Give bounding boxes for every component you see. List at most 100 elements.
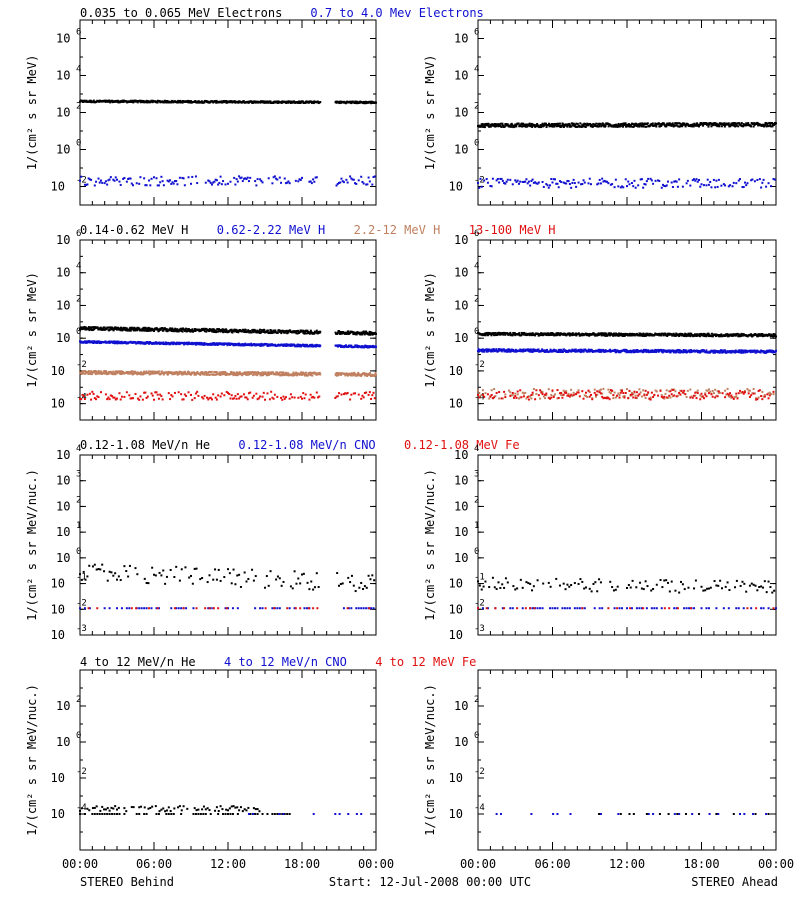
data-point <box>208 328 211 331</box>
data-point <box>87 326 90 329</box>
data-point <box>545 122 548 125</box>
data-point <box>162 372 165 375</box>
data-point <box>528 122 531 125</box>
data-point <box>685 349 688 352</box>
data-point <box>551 125 554 128</box>
data-point <box>556 334 559 337</box>
data-point <box>92 99 95 102</box>
data-point <box>774 333 777 336</box>
data-point <box>767 182 770 185</box>
data-point <box>709 180 712 183</box>
data-point <box>604 180 607 183</box>
data-point <box>317 396 320 399</box>
data-point <box>239 395 242 398</box>
data-point <box>125 391 128 394</box>
data-point <box>710 186 713 189</box>
data-point <box>222 331 225 334</box>
data-point <box>351 331 354 334</box>
data-point <box>268 332 271 335</box>
data-point <box>650 333 653 336</box>
data-point <box>256 374 259 377</box>
data-point <box>203 329 206 332</box>
data-point <box>362 396 365 399</box>
series-0-points <box>477 331 777 338</box>
data-point <box>214 178 217 181</box>
data-point <box>722 183 725 186</box>
data-point <box>354 100 357 103</box>
data-point <box>773 178 776 181</box>
data-point <box>227 391 229 394</box>
data-point <box>477 181 479 184</box>
data-point <box>293 330 296 333</box>
data-point <box>574 123 577 126</box>
data-point <box>536 123 539 126</box>
data-point <box>506 178 509 181</box>
data-point <box>544 350 547 353</box>
data-point <box>499 122 502 125</box>
data-point <box>710 332 713 335</box>
data-point <box>346 372 349 375</box>
data-point <box>553 178 556 181</box>
data-point <box>242 329 245 332</box>
data-point <box>632 185 635 188</box>
data-point <box>491 350 494 353</box>
data-point <box>254 373 257 376</box>
data-point <box>369 333 372 336</box>
y-tick-label: 10 <box>56 106 70 120</box>
data-point <box>675 124 678 127</box>
data-point <box>556 182 559 185</box>
data-point <box>160 370 163 373</box>
data-point <box>83 325 86 328</box>
data-point <box>199 373 202 376</box>
data-point <box>671 186 674 189</box>
data-point <box>635 332 638 335</box>
data-point <box>119 371 122 374</box>
data-point <box>95 180 98 183</box>
data-point <box>171 181 174 184</box>
data-point <box>308 180 311 183</box>
y-tick-exponent: 6 <box>474 229 479 239</box>
data-point <box>254 329 257 332</box>
data-point <box>724 184 727 187</box>
y-tick-exponent: 2 <box>474 102 479 112</box>
data-point <box>238 371 241 374</box>
data-point <box>214 396 217 399</box>
data-point <box>555 349 558 352</box>
data-point <box>260 330 263 333</box>
data-point <box>752 125 755 128</box>
data-point <box>101 327 104 330</box>
data-point <box>269 373 272 376</box>
data-point <box>107 396 110 399</box>
data-point <box>633 179 636 182</box>
data-point <box>636 348 639 351</box>
data-point <box>131 99 134 102</box>
data-point <box>157 371 160 374</box>
data-point <box>194 392 197 395</box>
data-point <box>572 178 575 181</box>
row-2-legend-title-0: 0.12-1.08 MeV/n He <box>80 438 210 452</box>
data-point <box>190 343 193 346</box>
y-tick-exponent: -4 <box>76 393 87 403</box>
data-point <box>670 333 673 336</box>
data-point <box>490 348 493 351</box>
data-point <box>723 122 726 125</box>
data-point <box>628 125 631 128</box>
data-point <box>500 177 503 180</box>
data-point <box>570 186 573 189</box>
data-point <box>599 182 602 185</box>
data-point <box>532 181 535 184</box>
data-point <box>188 341 191 344</box>
data-point <box>483 179 486 182</box>
data-point <box>646 122 649 125</box>
data-point <box>678 335 681 338</box>
data-point <box>289 329 292 332</box>
data-point <box>775 122 777 125</box>
data-point <box>85 183 88 186</box>
data-point <box>162 328 165 331</box>
data-point <box>680 123 683 126</box>
data-point <box>238 175 241 178</box>
data-point <box>350 344 353 347</box>
data-point <box>157 397 160 400</box>
data-point <box>517 182 520 185</box>
data-point <box>198 341 201 344</box>
